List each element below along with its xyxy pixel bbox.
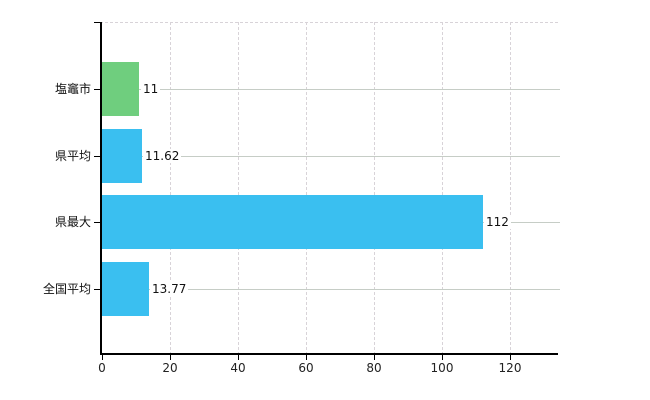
category-label: 県平均	[54, 149, 91, 163]
vertical-gridline	[510, 22, 511, 353]
x-axis-tick	[238, 354, 239, 360]
x-tick-label: 100	[430, 361, 454, 375]
x-axis	[100, 353, 558, 355]
value-label: 11	[141, 82, 161, 96]
vertical-gridline	[374, 22, 375, 353]
y-axis-top-tick	[94, 22, 100, 23]
y-axis-tick	[94, 89, 100, 90]
bar	[101, 62, 139, 116]
x-axis-tick	[442, 354, 443, 360]
y-axis	[100, 22, 102, 355]
x-tick-label: 120	[498, 361, 522, 375]
horizontal-gridline	[100, 156, 560, 157]
value-label: 11.62	[143, 149, 182, 163]
x-tick-label: 80	[366, 361, 382, 375]
x-tick-label: 40	[230, 361, 246, 375]
plot-top-border	[100, 22, 560, 23]
x-axis-tick	[510, 354, 511, 360]
vertical-gridline	[238, 22, 239, 353]
value-label: 112	[484, 215, 511, 229]
category-label: 県最大	[54, 215, 91, 229]
value-label: 13.77	[150, 282, 189, 296]
x-tick-label: 20	[162, 361, 178, 375]
bar	[101, 195, 483, 249]
category-label: 全国平均	[42, 282, 91, 296]
horizontal-gridline	[100, 289, 560, 290]
x-axis-tick	[170, 354, 171, 360]
category-label: 塩竈市	[54, 82, 91, 96]
vertical-gridline	[306, 22, 307, 353]
vertical-gridline	[442, 22, 443, 353]
x-axis-tick	[374, 354, 375, 360]
y-axis-tick	[94, 222, 100, 223]
x-axis-tick	[102, 354, 103, 360]
y-axis-tick	[94, 289, 100, 290]
x-tick-label: 0	[98, 361, 106, 375]
bar	[101, 129, 142, 183]
y-axis-tick	[94, 156, 100, 157]
bar	[101, 262, 149, 316]
x-axis-tick	[306, 354, 307, 360]
horizontal-gridline	[100, 89, 560, 90]
x-tick-label: 60	[298, 361, 314, 375]
vertical-gridline	[170, 22, 171, 353]
